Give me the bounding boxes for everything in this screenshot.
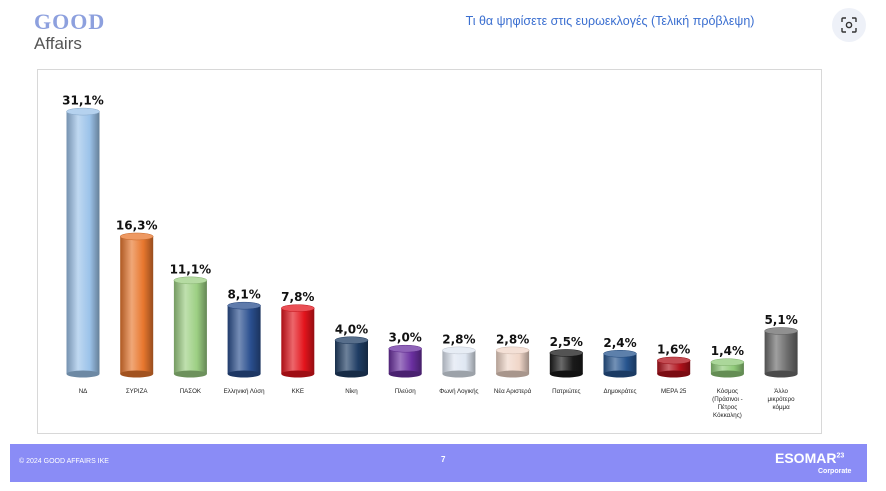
copyright-text: © 2024 GOOD AFFAIRS IKE <box>19 458 109 465</box>
bar-base <box>657 370 691 378</box>
esomar-corporate-text: Corporate <box>818 468 852 475</box>
data-label: 1,6% <box>657 343 690 357</box>
bar-base <box>173 370 207 378</box>
bar-body <box>710 362 744 374</box>
chart-title: Τι θα ψηφίσετε στις ευρωεκλογές (Τελική … <box>465 14 755 28</box>
category-label: ΠΑΣΟΚ <box>180 388 202 395</box>
bar-base <box>281 370 315 378</box>
bar-body <box>281 308 315 374</box>
bar-base <box>603 370 637 378</box>
bar-5 <box>334 336 369 378</box>
bar-top <box>764 327 798 335</box>
chart-area: 31,1% ΝΔ 16,3% ΣΥΡΙΖΑ 11,1% ΠΑΣΟΚ 8,1% Ελληνική… <box>37 69 822 434</box>
category-label: Νίκη <box>345 388 358 395</box>
bar-body <box>120 236 154 374</box>
data-label: 2,8% <box>496 332 529 346</box>
footer-bar: © 2024 GOOD AFFAIRS IKE 7 ESOMAR23 Corpo… <box>10 444 867 482</box>
bar-body <box>549 352 583 374</box>
category-label: Κόσμος (Πράσινοι -Πέτρος Κόκκαλης) <box>712 388 743 419</box>
category-label: ΝΔ <box>79 388 88 395</box>
bar-base <box>120 370 154 378</box>
good-affairs-logo: GOOD Affairs <box>34 10 105 53</box>
data-label: 11,1% <box>170 262 212 276</box>
bar-9 <box>549 349 584 378</box>
category-label: ΣΥΡΙΖΑ <box>126 388 149 395</box>
bar-body <box>496 350 530 374</box>
bar-top <box>442 346 476 355</box>
bar-12 <box>710 358 745 378</box>
bar-top <box>495 346 530 355</box>
bar-6 <box>388 344 422 378</box>
bar-base <box>388 370 422 378</box>
bar-top <box>710 358 745 366</box>
bar-base <box>66 370 100 378</box>
bar-top <box>549 349 584 357</box>
category-label: Νέα Αριστερά <box>494 388 532 395</box>
data-label: 2,4% <box>603 336 636 350</box>
bar-body <box>227 305 261 374</box>
bar-top <box>173 276 208 285</box>
bar-chart: 31,1% ΝΔ 16,3% ΣΥΡΙΖΑ 11,1% ΠΑΣΟΚ 8,1% Ελληνική… <box>62 94 798 419</box>
logo-affairs-text: Affairs <box>34 34 82 53</box>
category-label: Δημοκράτες <box>604 388 637 395</box>
bar-13 <box>764 327 798 378</box>
visual-search-button[interactable] <box>832 8 866 42</box>
bar-11 <box>656 356 691 378</box>
bar-top <box>281 304 315 312</box>
bar-top <box>66 107 100 116</box>
bar-1 <box>119 232 154 378</box>
bar-base <box>549 370 583 378</box>
category-label: ΚΚΕ <box>292 388 304 395</box>
bar-top <box>334 336 369 344</box>
data-label: 31,1% <box>62 94 104 108</box>
esomar-superscript: 23 <box>836 452 845 460</box>
bar-10 <box>603 350 637 378</box>
scan-icon <box>841 17 857 33</box>
bar-body <box>66 111 100 374</box>
data-label: 3,0% <box>389 331 422 345</box>
bar-body <box>442 350 476 374</box>
logo-good-text: GOOD <box>34 9 106 34</box>
category-label: Πλεύση <box>395 388 417 395</box>
bar-body <box>764 330 798 374</box>
bar-base <box>227 370 261 378</box>
bar-base <box>710 370 744 378</box>
bar-top <box>603 350 637 358</box>
category-label: Φωνή Λογικής <box>439 388 478 395</box>
bar-base <box>496 370 530 378</box>
bar-base <box>335 370 368 378</box>
data-label: 7,8% <box>281 290 314 304</box>
bar-top <box>119 232 154 241</box>
bar-4 <box>281 304 315 378</box>
bar-2 <box>173 276 208 378</box>
bar-7 <box>442 346 476 378</box>
esomar-text: ESOMAR <box>775 450 837 466</box>
bar-8 <box>495 346 530 378</box>
esomar-logo: ESOMAR23 <box>775 450 844 466</box>
data-label: 4,0% <box>335 322 368 336</box>
bar-base <box>764 370 798 378</box>
bar-body <box>603 353 637 374</box>
bar-top <box>227 301 261 310</box>
bar-top <box>656 356 691 365</box>
bar-body <box>388 348 422 374</box>
bar-body <box>657 360 691 374</box>
data-label: 1,4% <box>711 344 744 358</box>
bar-body <box>335 340 368 374</box>
category-label: ΜΕΡΑ 25 <box>661 388 687 395</box>
bar-3 <box>227 301 261 378</box>
data-label: 2,8% <box>442 332 475 346</box>
data-label: 16,3% <box>116 218 158 232</box>
data-label: 5,1% <box>764 313 797 327</box>
bar-base <box>442 370 476 378</box>
category-label: Πατριώτες <box>552 388 580 395</box>
category-label: Άλλο μικρότερο κόμμα <box>768 388 796 411</box>
bar-top <box>388 344 422 353</box>
bar-0 <box>66 107 100 378</box>
category-label: Ελληνική Λύση <box>224 388 265 395</box>
data-label: 2,5% <box>550 335 583 349</box>
bar-body <box>173 280 207 374</box>
data-label: 8,1% <box>227 288 260 302</box>
page-number: 7 <box>441 455 446 464</box>
